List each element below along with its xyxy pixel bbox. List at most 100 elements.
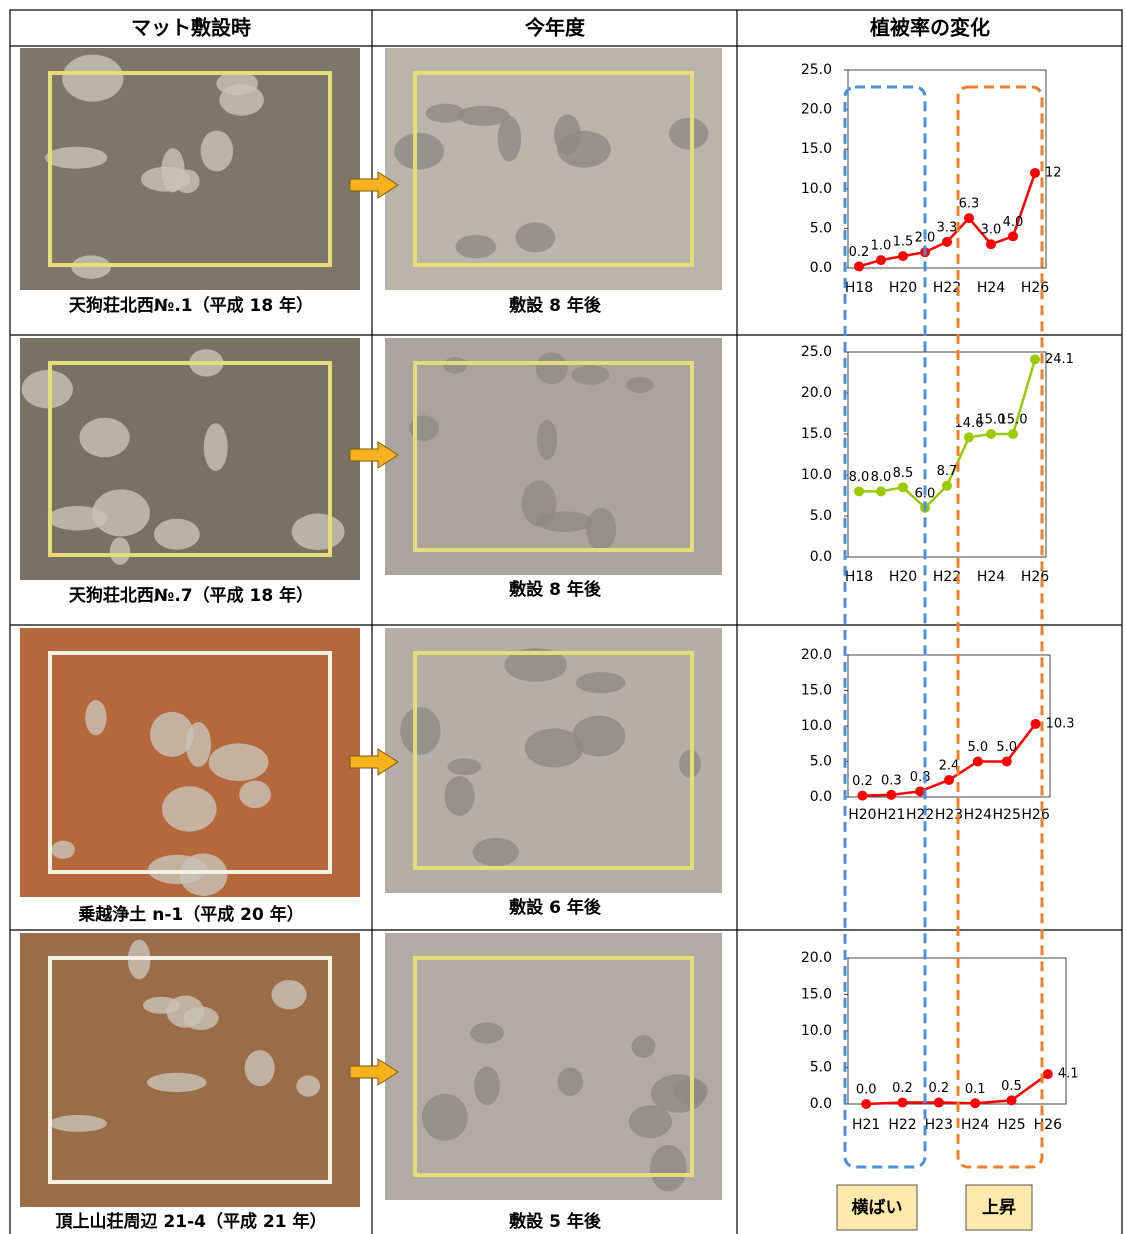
stone (400, 707, 441, 755)
x-tick-label: H18 (845, 569, 873, 585)
x-tick-label: H26 (1021, 807, 1049, 823)
data-point (857, 791, 867, 801)
header: 今年度 (525, 16, 586, 40)
x-tick-label: H26 (1021, 569, 1049, 585)
data-point (898, 482, 908, 492)
photo-caption: 乗越浄土 n-1（平成 20 年） (77, 904, 303, 925)
data-point (964, 432, 974, 442)
stone (629, 1105, 672, 1138)
x-tick-label: H20 (848, 807, 876, 823)
stone (201, 130, 234, 171)
data-point (854, 261, 864, 271)
stone (219, 84, 264, 116)
annotation: 横ばい (852, 1197, 903, 1218)
stone (22, 370, 73, 408)
data-label: 8.0 (849, 470, 870, 485)
data-label: 0.1 (965, 1082, 986, 1097)
stone (537, 420, 557, 460)
data-label: 0.8 (910, 770, 931, 785)
stone (296, 1075, 320, 1096)
data-point (942, 481, 952, 491)
data-point (886, 790, 896, 800)
data-point (934, 1098, 944, 1108)
annotation: 上昇 (982, 1198, 1016, 1218)
stone (422, 1094, 468, 1141)
x-tick-label: H26 (1021, 280, 1049, 296)
y-tick-label: 15.0 (801, 683, 832, 699)
data-label: 24.1 (1045, 352, 1074, 367)
y-tick-label: 25.0 (801, 344, 832, 360)
data-label: 5.0 (996, 740, 1017, 755)
page: マット敷設時 今年度 植被率の変化 天狗荘北西№.1（平成 18 年）敷設 8 … (0, 0, 1126, 1234)
stone (49, 1115, 106, 1132)
y-tick-label: 10.0 (801, 467, 832, 483)
data-label: 0.0 (856, 1083, 877, 1098)
stone (669, 118, 708, 150)
x-tick-label: H25 (993, 807, 1021, 823)
data-point (973, 757, 983, 767)
stone (48, 506, 107, 530)
x-tick-label: H21 (877, 807, 905, 823)
data-label: 2.4 (939, 758, 960, 773)
data-point (986, 429, 996, 439)
stone (558, 1067, 583, 1095)
y-tick-label: 20.0 (801, 102, 832, 118)
y-tick-label: 25.0 (801, 62, 832, 78)
photo-caption: 天狗荘北西№.1（平成 18 年） (69, 295, 313, 316)
y-tick-label: 5.0 (810, 508, 832, 524)
x-tick-label: H21 (852, 1117, 880, 1133)
data-point (942, 237, 952, 247)
stone (110, 537, 130, 565)
data-point (898, 251, 908, 261)
data-point (1030, 168, 1040, 178)
data-label: 0.3 (881, 773, 902, 788)
y-tick-label: 5.0 (810, 220, 832, 236)
data-label: 0.2 (849, 245, 870, 260)
y-tick-label: 0.0 (810, 789, 832, 805)
data-label: 5.0 (968, 740, 989, 755)
stone (245, 1050, 275, 1086)
x-tick-label: H25 (997, 1117, 1025, 1133)
stone (154, 519, 200, 550)
rise-highlight (958, 87, 1042, 1167)
y-tick-label: 10.0 (801, 1023, 832, 1039)
data-label: 0.5 (1001, 1079, 1022, 1094)
x-tick-label: H18 (845, 280, 873, 296)
y-tick-label: 20.0 (801, 647, 832, 663)
stone (576, 672, 626, 693)
stone (444, 776, 474, 816)
y-tick-label: 10.0 (801, 718, 832, 734)
stone (631, 1035, 655, 1058)
stone (470, 1023, 504, 1044)
stone (557, 131, 610, 168)
photo-caption: 敷設 6 年後 (509, 897, 602, 918)
stone (147, 1073, 207, 1092)
stone (525, 728, 584, 767)
x-tick-label: H23 (925, 1117, 953, 1133)
stone (474, 1067, 500, 1106)
stone (141, 167, 191, 192)
data-label: 3.3 (937, 220, 958, 235)
data-point (1031, 719, 1041, 729)
stone (62, 55, 123, 102)
data-point (861, 1099, 871, 1109)
plot-frame (848, 352, 1046, 557)
y-tick-label: 0.0 (810, 1096, 832, 1112)
stone (51, 841, 75, 859)
x-tick-label: H20 (889, 280, 917, 296)
stone (45, 147, 107, 169)
stone (586, 508, 616, 551)
stone (162, 786, 217, 831)
data-point (970, 1098, 980, 1108)
y-tick-label: 15.0 (801, 987, 832, 1003)
header: マット敷設時 (131, 16, 251, 40)
data-label: 3.0 (981, 223, 1002, 238)
stone (271, 980, 306, 1009)
stone (239, 781, 271, 809)
photo-caption: 敷設 8 年後 (509, 295, 602, 316)
stone (515, 222, 555, 252)
data-point (854, 486, 864, 496)
stone (456, 235, 497, 259)
